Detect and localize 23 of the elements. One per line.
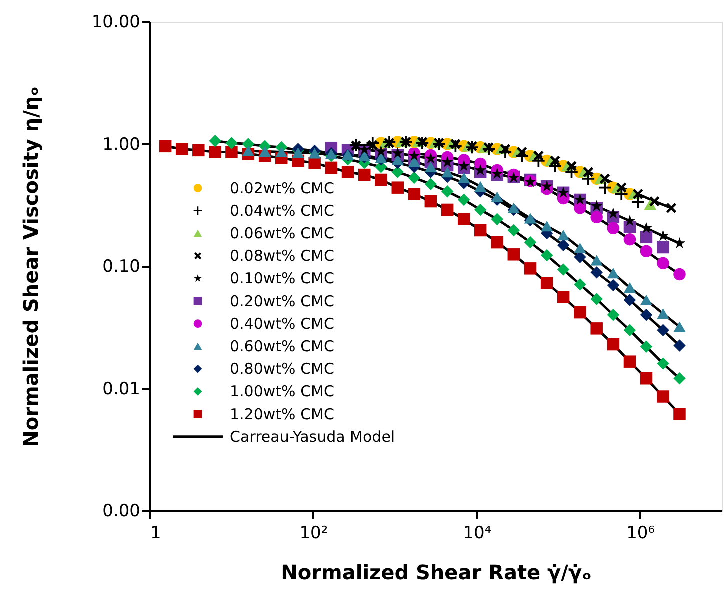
x-axis-title: Normalized Shear Rate γ̇/γ̇ₒ xyxy=(281,560,592,584)
y-tick-label: 0.01 xyxy=(102,379,140,400)
legend-label: 1.00wt% CMC xyxy=(230,382,334,401)
y-tick-label: 10.00 xyxy=(92,12,140,32)
legend-label: 0.20wt% CMC xyxy=(230,292,334,310)
legend-label: 1.20wt% CMC xyxy=(230,405,334,424)
y-axis-title: Normalized Shear Viscosity η/ηₒ xyxy=(18,86,43,448)
x-tick-label: 10⁴ xyxy=(463,524,492,544)
legend-label: 0.02wt% CMC xyxy=(230,179,334,198)
legend-label: Carreau-Yasuda Model xyxy=(230,428,396,446)
legend-label: 0.10wt% CMC xyxy=(230,270,334,288)
x-tick-label: 1 xyxy=(150,524,162,544)
y-tick-label: 0.10 xyxy=(102,257,140,277)
x-tick-label: 10⁶ xyxy=(626,524,656,544)
x-tick-label: 10² xyxy=(300,524,328,544)
legend-label: 0.04wt% CMC xyxy=(230,202,334,220)
legend-label: 0.60wt% CMC xyxy=(230,337,334,356)
y-tick-label: 1.00 xyxy=(102,134,140,155)
legend-label: 0.08wt% CMC xyxy=(230,247,334,266)
legend-label: 0.06wt% CMC xyxy=(230,224,334,242)
legend-label: 0.80wt% CMC xyxy=(230,360,334,378)
legend-label: 0.40wt% CMC xyxy=(230,314,334,333)
y-tick-label: 0.00 xyxy=(102,502,140,522)
